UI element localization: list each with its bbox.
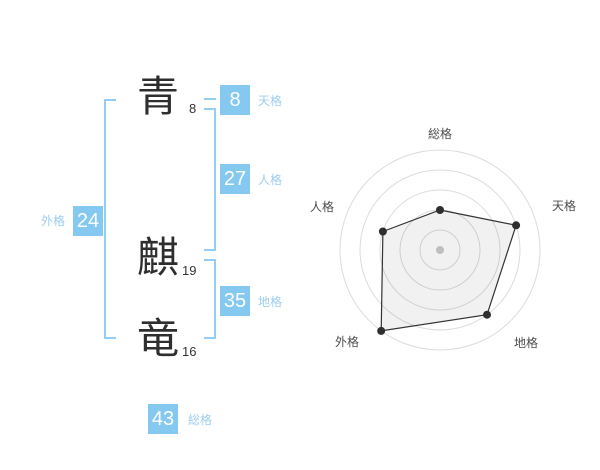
tenkaku-value-box: 8	[220, 85, 250, 115]
chikaku-bracket	[204, 259, 216, 339]
name-char-1: 青	[136, 73, 179, 120]
jinkaku-value-box: 27	[220, 164, 250, 194]
radar-label-jinkaku: 人格	[310, 199, 334, 214]
jinkaku-label: 人格	[258, 173, 283, 187]
radar-label-chikaku: 地格	[514, 335, 538, 350]
radar-vertex-dot	[436, 206, 444, 214]
jinkaku-bracket	[204, 108, 216, 251]
tenkaku-label: 天格	[258, 94, 283, 108]
radar-vertex-dot	[483, 310, 491, 319]
chikaku-label: 地格	[258, 295, 283, 309]
radar-ring	[419, 229, 461, 271]
radar-center-dot	[436, 246, 444, 254]
radar-ring	[379, 189, 501, 311]
radar-rings	[339, 149, 541, 351]
radar-series	[377, 206, 521, 335]
gaikaku-value-box: 24	[73, 206, 103, 236]
radar-label-tenkaku: 天格	[552, 198, 576, 213]
radar-vertex-dot	[378, 227, 387, 236]
chikaku-value-box: 35	[220, 286, 250, 316]
radar-chart: 総格 天格 地格 外格 人格	[310, 126, 576, 351]
soukaku-value-box: 43	[148, 404, 178, 434]
radar-vertex-dot	[377, 326, 386, 335]
radar-label-soukaku: 総格	[428, 126, 452, 141]
radar-vertex-dot	[512, 221, 521, 230]
stroke-count-1: 8	[189, 101, 197, 116]
stroke-count-2: 19	[182, 263, 197, 278]
name-char-3: 竜	[136, 315, 179, 362]
gaikaku-bracket	[104, 99, 116, 339]
radar-axis-labels: 総格 天格 地格 外格 人格	[310, 126, 576, 350]
radar-ring	[359, 169, 521, 331]
tenkaku-bracket-tick	[204, 98, 216, 100]
name-char-2: 麒	[136, 234, 179, 281]
gaikaku-label: 外格	[41, 214, 66, 228]
radar-ring	[339, 149, 541, 351]
radar-polygon	[380, 209, 517, 332]
stroke-count-3: 16	[182, 344, 197, 359]
soukaku-label: 総格	[188, 413, 213, 427]
radar-label-gaikaku: 外格	[335, 334, 359, 349]
